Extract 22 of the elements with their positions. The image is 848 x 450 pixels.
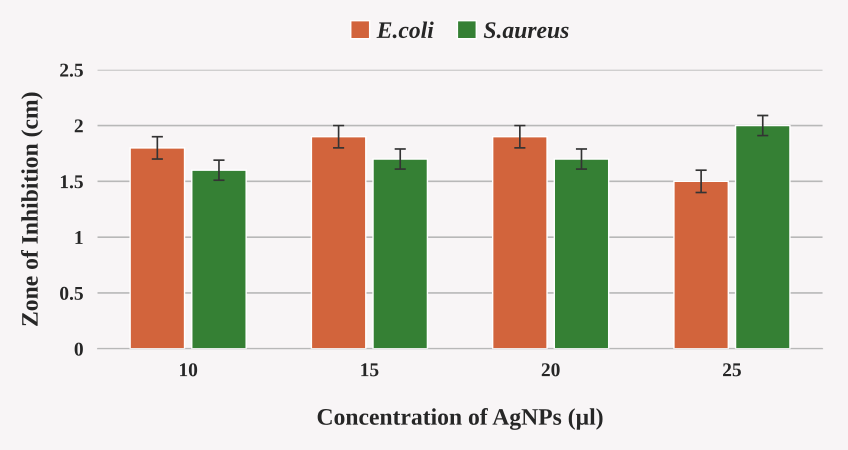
y-axis-title: Zone of Inhibition (cm) [21,92,43,326]
x-tick-label: 10 [180,363,198,376]
bar [372,158,428,349]
x-axis-title: Concentration of AgNPs (µl) [318,408,603,430]
y-tick-label: 2.5 [60,64,83,77]
bar [129,147,186,349]
bar [310,136,366,349]
y-tick-label: 2 [74,119,83,132]
legend-label: S.aureus [484,22,569,38]
y-tick-label: 0 [74,342,83,356]
y-tick-label: 1 [75,231,83,244]
bar [734,124,791,349]
x-tick-label: 25 [723,363,741,376]
bar [554,158,610,349]
bar [191,169,247,349]
y-tick-label: 1.5 [60,175,83,188]
x-tick-label: 20 [542,363,560,376]
x-tick-label: 15 [361,363,378,376]
y-tick-label: 0.5 [60,286,83,300]
bar [673,180,729,349]
legend-label: E.coli [376,22,434,38]
bar [492,136,548,349]
